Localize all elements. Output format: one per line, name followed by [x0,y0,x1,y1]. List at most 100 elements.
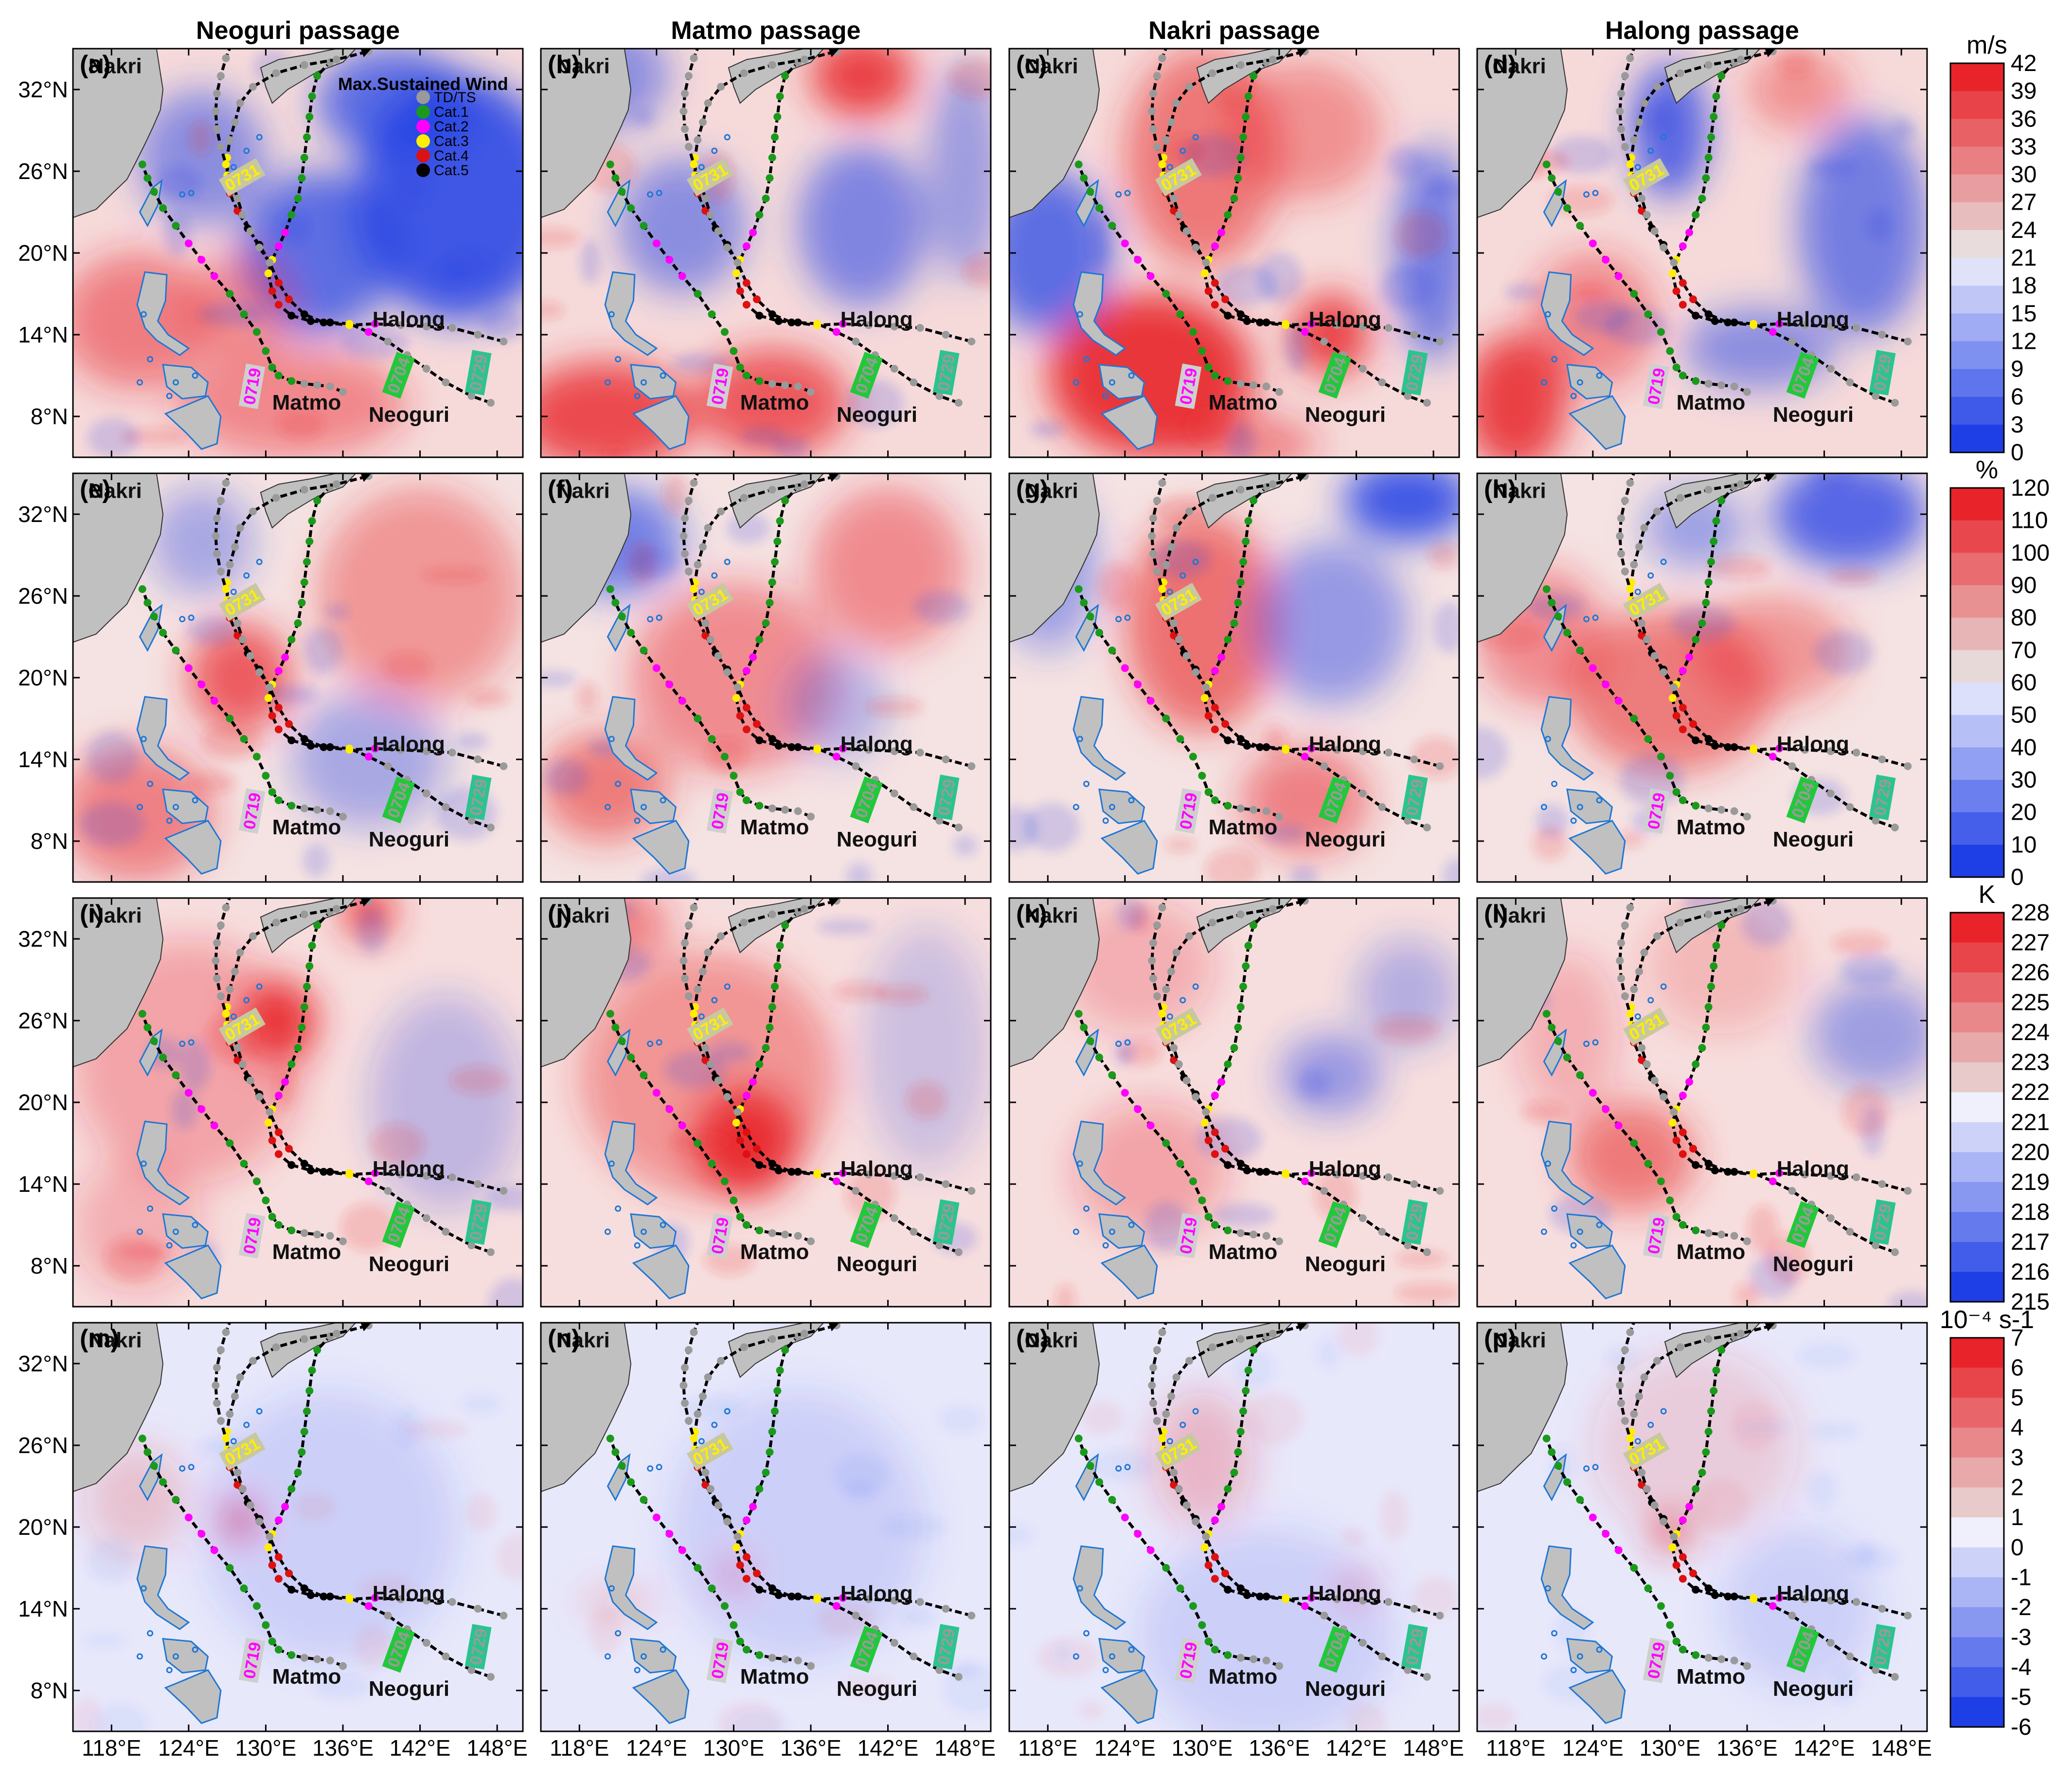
track-point-nakri [1158,585,1166,593]
field-noise [1604,306,1668,346]
track-point-neoguri [773,962,782,970]
field-noise [603,442,627,457]
label-nakri: Nakri [1025,479,1078,503]
track-point-nakri [216,1346,225,1354]
track-point-nakri [233,1469,242,1476]
track-point-halong [1167,543,1175,551]
label-matmo: Matmo [1677,391,1746,414]
colorbar-step [1950,812,2004,845]
track-point-halong [249,507,257,516]
track-point-nakri [1616,107,1624,115]
field-noise [434,261,466,285]
small-island [166,817,173,824]
panel-label: (a) [80,51,111,79]
track-point-neoguri [1239,558,1247,566]
track-point-matmo [1704,1654,1713,1662]
small-island [634,817,641,824]
track-point-matmo [274,1646,283,1654]
track-point-neoguri [935,392,944,400]
small-island [698,589,705,595]
colorbar-tick: 120 [2011,475,2050,501]
track-point-neoguri [1846,1228,1854,1236]
track-point-neoguri [274,725,283,734]
small-island [1596,1646,1603,1653]
track-point-neoguri [755,1161,764,1169]
lon-tick-label: 124°E [1094,1735,1156,1761]
track-point-matmo [1236,1229,1245,1237]
track-point-nakri [1643,1060,1651,1068]
track-point-matmo [184,1513,193,1522]
track-point-neoguri [771,133,779,141]
track-point-nakri [1175,1485,1183,1493]
track-point-halong [1307,744,1316,753]
small-island [1083,356,1090,362]
small-island [1128,372,1135,379]
track-point-halong [839,320,847,328]
small-island [1192,134,1199,141]
track-point-halong [1333,746,1341,754]
track-point-neoguri [1423,1673,1431,1681]
track-point-matmo [1074,161,1083,168]
colorbar-step [1950,585,2004,618]
panel-label: (c) [1016,51,1047,79]
track-point-nakri [213,90,221,98]
colorbar-step [1950,1272,2004,1302]
track-point-neoguri [1711,1591,1719,1599]
colorbar-step [1950,1547,2004,1578]
track-point-nakri [1621,921,1629,929]
field-noise [1731,1400,1779,1451]
track-point-matmo [1542,585,1551,593]
field-noise [1029,421,1064,437]
land-mass [1009,898,1100,1068]
lat-tick-label: 8°N [31,828,68,854]
island [1540,696,1594,781]
track-point-neoguri [749,653,757,661]
track-point-neoguri [1702,1448,1710,1456]
track-point-matmo [274,1221,283,1229]
track-point-matmo [730,1621,738,1629]
track-point-matmo [1108,647,1116,654]
track-point-neoguri [768,1003,776,1011]
colorbar-step [1950,1122,2004,1153]
small-island [1192,558,1199,565]
field-blob [1060,898,1215,1034]
small-island [1570,393,1577,399]
track-point-matmo [627,629,635,637]
small-island [147,780,154,787]
track-point-matmo [1576,647,1584,654]
small-island [1128,1646,1135,1653]
small-island [634,1242,641,1249]
small-island [608,311,615,318]
track-point-nakri [1660,1517,1668,1526]
track-point-halong [890,1597,898,1605]
track-point-halong [787,1592,796,1600]
label-nakri: Nakri [556,479,610,503]
track-point-nakri [1650,227,1659,235]
track-point-neoguri [364,1602,373,1610]
track-point-nakri [222,1328,230,1336]
track-point-halong [226,136,234,144]
track-point-matmo [159,1478,167,1486]
field-noise [1234,1348,1276,1389]
lon-tick-label: 118°E [550,1735,609,1761]
track-point-neoguri [736,1136,744,1145]
field-noise [633,109,655,127]
small-island [1108,1653,1115,1660]
track-point-matmo [197,256,206,264]
track-point-halong [1256,1592,1264,1600]
track-point-halong [1282,1170,1290,1179]
track-point-halong [1704,61,1713,69]
track-point-halong [274,1553,283,1561]
label-halong: Halong [373,307,445,331]
track-point-neoguri [1224,211,1232,219]
small-island [1634,1438,1641,1445]
track-point-halong [1162,136,1170,144]
colorbar-step [1950,1607,2004,1638]
track-point-matmo [1602,1530,1610,1538]
track-point-matmo [1602,1105,1610,1113]
small-island [1083,1630,1090,1636]
track-point-halong [1282,1595,1290,1603]
